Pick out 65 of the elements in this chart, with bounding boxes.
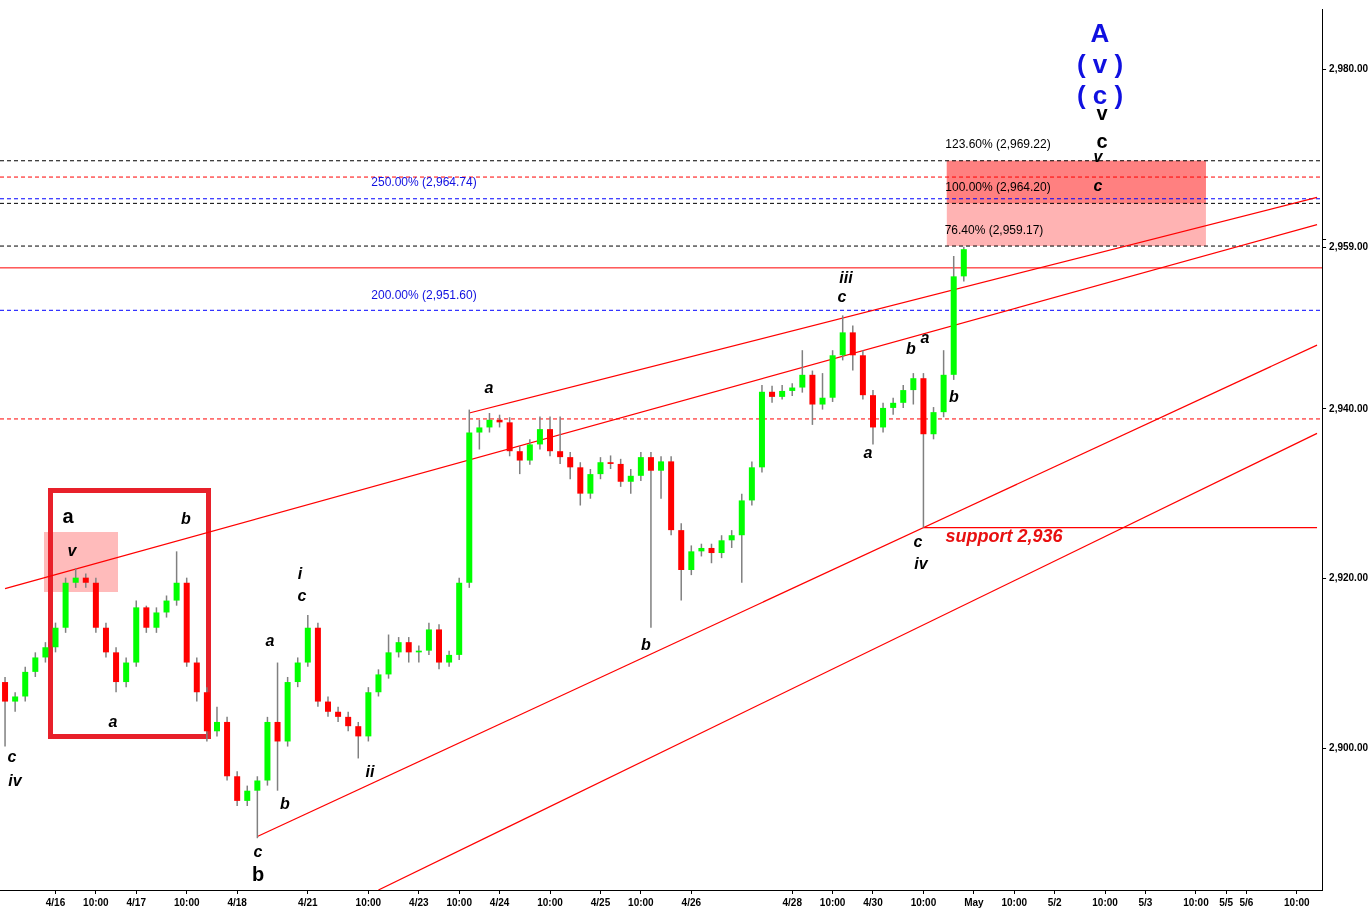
x-tick-label: 5/2 — [1047, 896, 1063, 908]
annotation: c — [7, 748, 17, 766]
x-tick-label: 10:00 — [446, 896, 473, 908]
annotation: a — [62, 504, 75, 527]
y-tick-label: 2,959.00 — [1329, 241, 1369, 253]
annotation: c — [297, 587, 307, 605]
annotation: b — [280, 795, 291, 813]
annotation: a — [484, 379, 494, 397]
x-tick-label: 4/25 — [590, 896, 611, 908]
annotation: iv — [914, 555, 929, 573]
x-tick-label: 4/30 — [863, 896, 884, 908]
x-tick-label: 4/28 — [782, 896, 803, 908]
annotation: ( v ) — [1076, 49, 1124, 80]
x-tick-label: 5/5 — [1219, 896, 1234, 908]
x-tick-label: 10:00 — [173, 896, 200, 908]
annotation: a — [920, 329, 930, 347]
y-tick-label: 2,920.00 — [1329, 572, 1369, 584]
annotation: b — [949, 388, 960, 406]
annotation: a — [863, 444, 873, 462]
annotation: iii — [839, 269, 854, 287]
annotation: ii — [365, 763, 375, 781]
annotation: c — [253, 843, 263, 861]
annotation: 123.60% (2,969.22) — [945, 137, 1051, 152]
annotation: 76.40% (2,959.17) — [944, 223, 1044, 238]
x-tick-label: 10:00 — [819, 896, 846, 908]
x-tick-label: 5/6 — [1239, 896, 1254, 908]
x-tick-label: 10:00 — [1092, 896, 1119, 908]
y-tick-label: 2,940.00 — [1329, 402, 1369, 414]
annotation: 100.00% (2,964.20) — [945, 180, 1051, 195]
x-tick-label: 10:00 — [1001, 896, 1028, 908]
annotation: b — [251, 862, 265, 885]
annotation: 250.00% (2,964.74) — [371, 175, 477, 190]
x-tick-label: 4/17 — [126, 896, 147, 908]
x-tick-label: 4/24 — [489, 896, 510, 908]
x-tick-label: 4/21 — [298, 896, 318, 908]
x-tick-label: 10:00 — [910, 896, 937, 908]
annotation: b — [181, 510, 192, 528]
annotation: c — [1093, 177, 1103, 195]
x-tick-label: 10:00 — [355, 896, 382, 908]
x-tick-label: 4/26 — [681, 896, 702, 908]
annotation: b — [906, 340, 917, 358]
annotation: c — [837, 288, 847, 306]
annotation: a — [265, 632, 275, 650]
x-tick-label: 10:00 — [1183, 896, 1210, 908]
x-tick-label: May — [964, 896, 985, 908]
annotation: support 2,936 — [945, 525, 1064, 546]
annotation: i — [297, 565, 303, 583]
annotation: c — [913, 533, 923, 551]
annotation: a — [108, 713, 118, 731]
y-tick-label: 2,900.00 — [1329, 742, 1369, 754]
y-tick-label: 2,980.00 — [1329, 63, 1369, 75]
x-tick-label: 10:00 — [1284, 896, 1311, 908]
x-tick-label: 5/3 — [1138, 896, 1153, 908]
x-tick-label: 10:00 — [628, 896, 655, 908]
x-tick-label: 4/23 — [409, 896, 429, 908]
annotation: A — [1090, 18, 1110, 49]
annotation: v — [67, 542, 78, 560]
x-tick-label: 4/16 — [45, 896, 66, 908]
x-tick-label: 4/18 — [227, 896, 248, 908]
x-tick-label: 10:00 — [83, 896, 110, 908]
annotation: c — [1096, 129, 1108, 152]
x-tick-label: 10:00 — [537, 896, 564, 908]
annotation: b — [641, 636, 652, 654]
annotation: iv — [8, 772, 23, 790]
annotation: 200.00% (2,951.60) — [371, 288, 477, 303]
